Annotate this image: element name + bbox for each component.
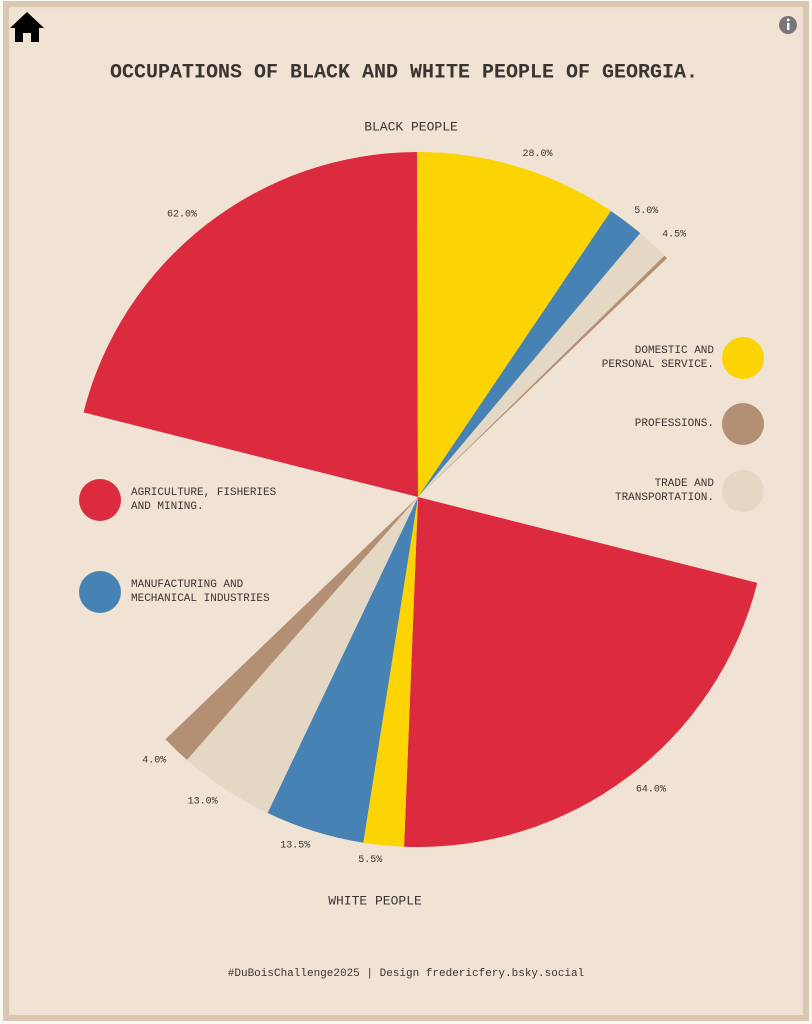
home-icon[interactable] — [10, 12, 44, 42]
legend-swatch — [722, 470, 764, 512]
pie-slice — [404, 497, 758, 847]
pie-slice — [418, 255, 668, 497]
value-label: 13.5% — [280, 840, 310, 851]
value-label: 64.0% — [636, 784, 666, 795]
legend-swatch — [722, 337, 764, 379]
legend-swatch — [722, 403, 764, 445]
legend-label: MANUFACTURING AND MECHANICAL INDUSTRIES — [131, 579, 270, 605]
info-icon-bar — [787, 23, 790, 30]
legend-label: AGRICULTURE, FISHERIES AND MINING. — [131, 487, 277, 513]
pie-slice — [363, 497, 418, 847]
pie-label: WHITE PEOPLE — [328, 893, 422, 908]
legend-label: TRADE AND TRANSPORTATION. — [614, 478, 714, 504]
value-label: 13.0% — [188, 797, 218, 808]
pie-slice — [417, 152, 611, 497]
value-label: 5.0% — [634, 206, 658, 217]
pie-slice — [165, 497, 418, 760]
legend-label: PROFESSIONS. — [634, 418, 714, 430]
pie-slice — [418, 233, 665, 497]
caption: #DuBoisChallenge2025 | Design fredericfe… — [228, 968, 584, 980]
value-label: 62.0% — [167, 210, 197, 221]
value-label: 5.5% — [358, 855, 382, 866]
value-label: 28.0% — [522, 149, 552, 160]
pie-slice — [267, 497, 418, 843]
pie-slice — [83, 152, 418, 497]
legend-label: DOMESTIC AND PERSONAL SERVICE. — [601, 345, 714, 371]
value-label: 4.0% — [142, 756, 166, 767]
pie-slice — [186, 497, 418, 814]
pie-label: BLACK PEOPLE — [364, 119, 458, 134]
legend-swatch — [79, 571, 121, 613]
legend-swatch — [79, 479, 121, 521]
pie-slice — [418, 210, 641, 497]
chart-title: OCCUPATIONS OF BLACK AND WHITE PEOPLE OF… — [110, 61, 698, 84]
value-label: 4.5% — [662, 229, 686, 240]
info-icon-dot — [786, 18, 790, 22]
